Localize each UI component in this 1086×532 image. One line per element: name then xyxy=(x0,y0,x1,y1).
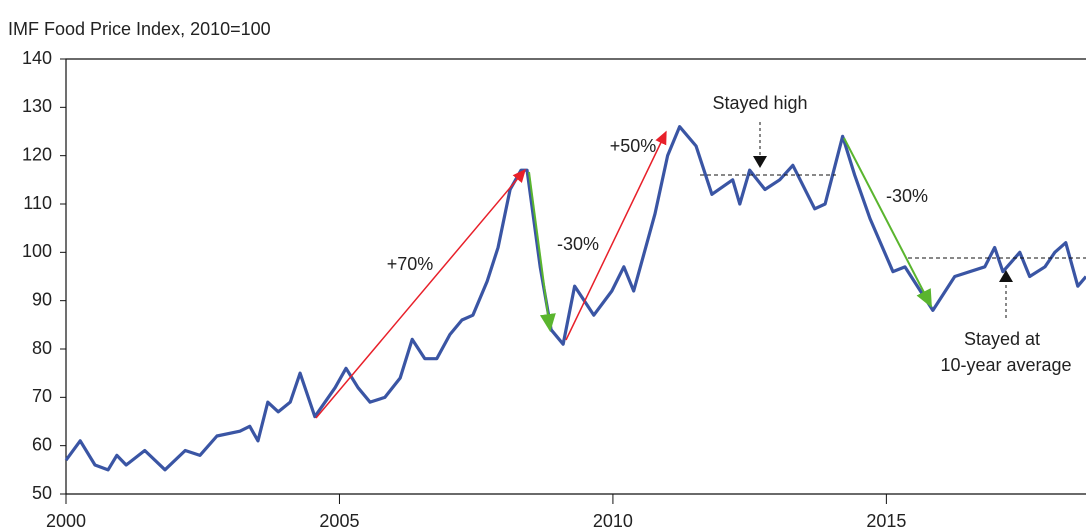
y-tick-label: 50 xyxy=(32,483,52,503)
arrow xyxy=(528,171,556,332)
y-tick-label: 60 xyxy=(32,434,52,454)
y-tick-label: 120 xyxy=(22,144,52,164)
y-tick-label: 140 xyxy=(22,48,52,68)
axis-title: IMF Food Price Index, 2010=100 xyxy=(8,19,271,39)
arrow xyxy=(315,168,526,419)
annotation: 10-year average xyxy=(940,355,1071,375)
y-tick-label: 100 xyxy=(22,241,52,261)
y-tick-label: 90 xyxy=(32,289,52,309)
x-tick-label: 2015 xyxy=(866,511,906,531)
y-tick-label: 110 xyxy=(23,193,52,213)
annotation: -30% xyxy=(557,234,599,254)
plot-frame xyxy=(65,58,1086,494)
y-tick-label: 80 xyxy=(32,338,52,358)
annotations: +70% -30% +50% Stayed high -30% Stayed a… xyxy=(315,93,1086,419)
annotation: Stayed high xyxy=(712,93,807,113)
x-tick-label: 2000 xyxy=(46,511,86,531)
x-tick-label: 2010 xyxy=(593,511,633,531)
arrow xyxy=(843,137,932,308)
annotation: -30% xyxy=(886,186,928,206)
annotation: Stayed at xyxy=(964,329,1040,349)
y-tick-label: 130 xyxy=(22,96,52,116)
arrow xyxy=(565,130,667,341)
y-tick-label: 70 xyxy=(32,386,52,406)
x-tick-label: 2005 xyxy=(319,511,359,531)
data-line xyxy=(64,125,1086,472)
annotation: +50% xyxy=(610,136,657,156)
annotation: +70% xyxy=(387,254,434,274)
